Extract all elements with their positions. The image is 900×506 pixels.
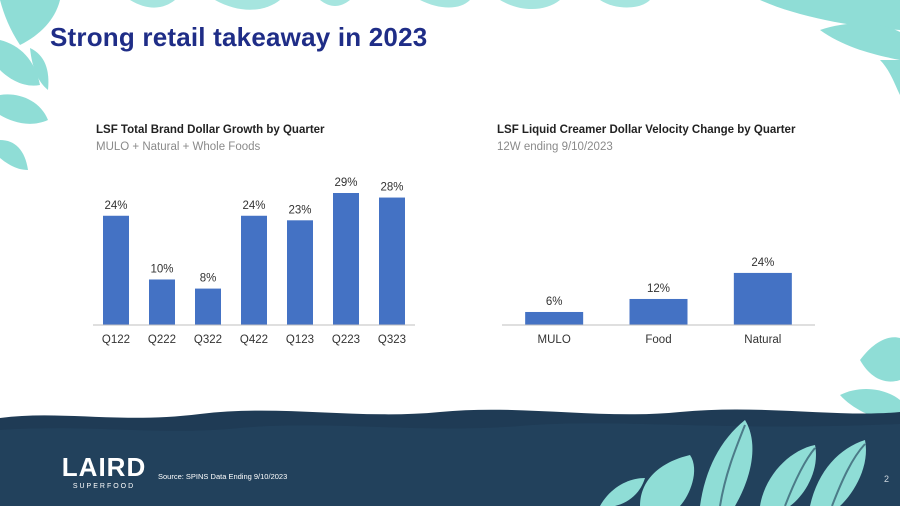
chart-1-bar-q123 [287, 220, 313, 325]
chart-1-category-label-q123: Q123 [286, 334, 314, 346]
chart-1-bar-q323 [379, 197, 405, 325]
leaf-decoration-top [130, 0, 650, 10]
chart-2-category-label-mulo: MULO [538, 334, 571, 346]
chart-1-value-label-q322: 8% [200, 273, 217, 285]
chart-1-category-label-q223: Q223 [332, 334, 360, 346]
chart-2-subtitle: 12W ending 9/10/2023 [497, 141, 613, 153]
chart-1-category-label-q322: Q322 [194, 334, 222, 346]
chart-1-subtitle: MULO + Natural + Whole Foods [96, 141, 261, 153]
source-note: Source: SPINS Data Ending 9/10/2023 [158, 472, 288, 481]
chart-2-bar-food [629, 298, 688, 325]
chart-2-bar-natural [733, 272, 792, 325]
chart-1-bar-q322 [195, 288, 221, 325]
chart-2-value-label-food: 12% [647, 283, 670, 295]
leaf-veins [719, 424, 866, 506]
chart-1-value-label-q122: 24% [104, 200, 127, 212]
chart-2-category-label-food: Food [645, 334, 671, 346]
chart-1-title: LSF Total Brand Dollar Growth by Quarter [96, 124, 325, 136]
chart-1-bar-q223 [333, 193, 359, 325]
chart-2-bar-mulo [525, 311, 584, 325]
chart-2-title: LSF Liquid Creamer Dollar Velocity Chang… [497, 124, 796, 136]
chart-2-value-label-mulo: 6% [546, 296, 563, 308]
leaf-decoration-top-right [760, 0, 900, 95]
chart-1-category-label-q222: Q222 [148, 334, 176, 346]
chart-1-category-label-q122: Q122 [102, 334, 130, 346]
chart-1-value-label-q223: 29% [334, 177, 357, 189]
chart-1-value-label-q123: 23% [288, 204, 311, 216]
chart-1-category-label-q323: Q323 [378, 334, 406, 346]
chart-2-category-label-natural: Natural [744, 334, 781, 346]
logo-subtext: SUPERFOOD [73, 483, 135, 490]
slide-title: Strong retail takeaway in 2023 [50, 22, 428, 52]
chart-1-bar-q222 [149, 279, 175, 325]
laird-superfood-logo: LAIRD SUPERFOOD [62, 452, 146, 490]
chart-2-value-label-natural: 24% [751, 257, 774, 269]
chart-1-value-label-q323: 28% [380, 182, 403, 194]
chart-1-category-label-q422: Q422 [240, 334, 268, 346]
page-number: 2 [884, 474, 890, 484]
chart-1-bar-q422 [241, 215, 267, 325]
chart-1-bar-q122 [103, 215, 129, 325]
logo-wordmark: LAIRD [62, 452, 146, 482]
leaf-decoration-top-left [0, 0, 60, 170]
chart-1-value-label-q222: 10% [150, 263, 173, 275]
chart-1-value-label-q422: 24% [242, 200, 265, 212]
